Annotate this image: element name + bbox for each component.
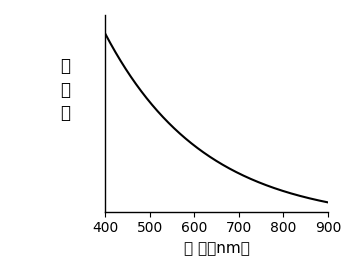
- Text: 光: 光: [60, 81, 70, 99]
- Text: 度: 度: [60, 104, 70, 122]
- Text: 吸: 吸: [60, 57, 70, 75]
- X-axis label: 波 长（nm）: 波 长（nm）: [184, 241, 250, 256]
